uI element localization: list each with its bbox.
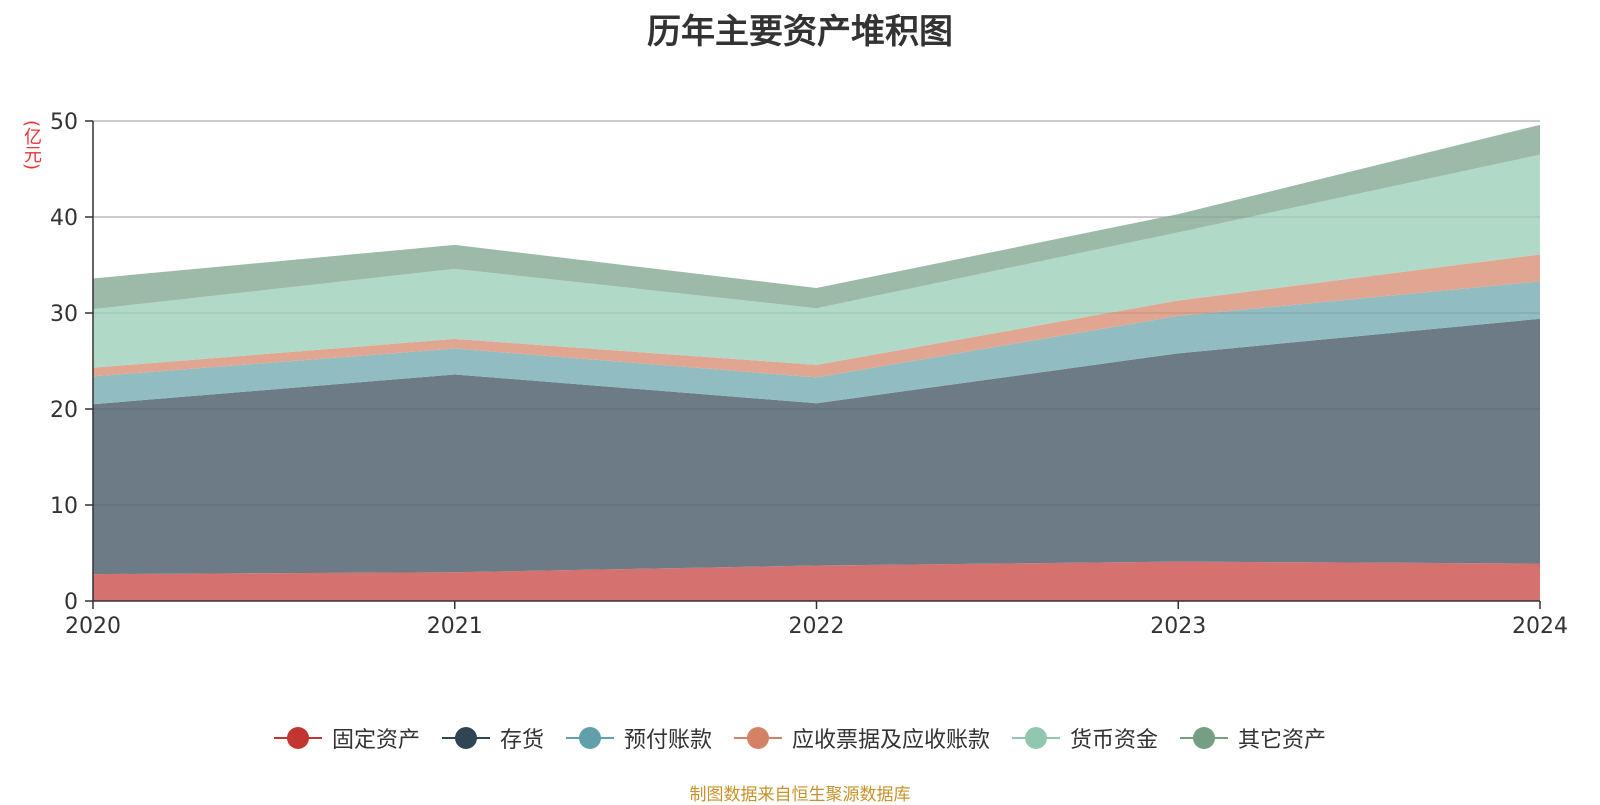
y-tick-label: 50 [50,110,78,135]
x-tick-label: 2021 [427,614,483,639]
area-series-货币资金 [93,154,1540,368]
y-tick-label: 30 [50,302,78,327]
legend-label: 存货 [499,728,544,753]
legend-label: 其它资产 [1238,728,1327,753]
legend-item[interactable]: 固定资产 [273,722,420,754]
legend-item[interactable]: 存货 [441,722,544,754]
legend-label: 预付账款 [623,728,712,753]
legend-label: 固定资产 [331,728,420,753]
area-series-固定资产 [93,561,1540,601]
legend-label: 货币资金 [1070,728,1159,753]
area-series [93,120,1540,601]
legend-marker-icon [1180,726,1229,750]
legend-marker-icon [441,726,490,750]
legend-item[interactable]: 预付账款 [565,722,712,754]
y-tick-label: 40 [50,206,78,231]
x-tick-label: 2023 [1150,614,1206,639]
legend-label: 应收票据及应收账款 [792,728,991,753]
legend-item[interactable]: 货币资金 [1012,722,1158,754]
area-series-预付账款 [93,281,1540,405]
legend-marker-icon [734,726,782,750]
legend-marker-icon [565,726,614,750]
area-series-存货 [93,318,1540,575]
legend-item[interactable]: 其它资产 [1180,722,1326,754]
y-tick-label: 10 [50,494,78,519]
x-tick-label: 2022 [789,614,845,639]
y-axis-unit-label: (亿元) [21,120,42,171]
legend: 固定资产 存货 预付账款 应收票据及应收账款 货币资金 其它资产 [0,722,1600,754]
area-series-应收票据及应收账款 [93,254,1540,378]
x-tick-label: 2020 [65,614,121,639]
legend-marker-icon [1012,726,1061,750]
axes: 0 10 20 30 40 50 2020 2021 2022 2023 2024 [50,110,1568,639]
x-tick-label: 2024 [1512,614,1568,639]
area-series-其它资产 [93,124,1540,310]
source-note: 制图数据来自恒生聚源数据库 [689,785,911,805]
chart-title: 历年主要资产堆积图 [647,12,953,52]
legend-marker-icon [273,726,322,750]
y-tick-label: 0 [64,590,78,615]
legend-item[interactable]: 应收票据及应收账款 [734,722,990,754]
y-tick-label: 20 [50,398,78,423]
